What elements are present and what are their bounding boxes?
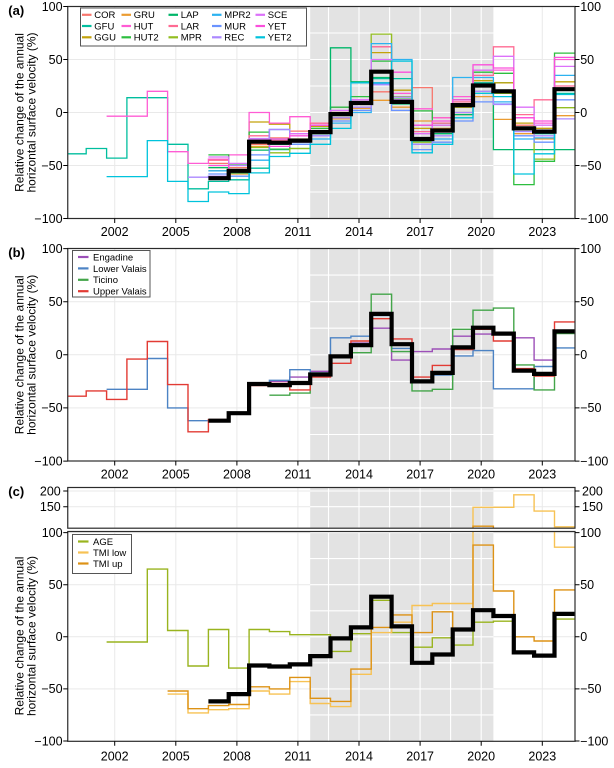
svg-text:−100: −100 — [580, 212, 608, 226]
svg-text:2020: 2020 — [467, 468, 495, 482]
svg-text:Relative change of the annual: Relative change of the annual — [13, 33, 27, 192]
svg-text:COR: COR — [94, 10, 115, 21]
svg-text:−100: −100 — [580, 454, 608, 468]
svg-text:2023: 2023 — [528, 750, 556, 764]
svg-text:MUR: MUR — [224, 21, 246, 32]
svg-text:−50: −50 — [580, 682, 601, 696]
svg-text:YET: YET — [268, 21, 287, 32]
svg-text:LAP: LAP — [181, 10, 199, 21]
svg-text:2005: 2005 — [162, 468, 190, 482]
svg-text:−50: −50 — [41, 401, 62, 415]
svg-text:2008: 2008 — [223, 468, 251, 482]
svg-text:GGU: GGU — [94, 33, 116, 44]
svg-text:(c): (c) — [8, 484, 24, 499]
svg-text:100: 100 — [42, 242, 63, 256]
svg-text:2020: 2020 — [467, 225, 495, 239]
svg-text:−100: −100 — [34, 454, 62, 468]
svg-text:MPR: MPR — [181, 33, 202, 44]
svg-text:50: 50 — [49, 578, 63, 592]
svg-text:−100: −100 — [34, 734, 62, 748]
svg-text:2002: 2002 — [101, 750, 129, 764]
svg-text:Ticino: Ticino — [93, 275, 118, 286]
svg-text:2005: 2005 — [162, 225, 190, 239]
svg-text:150: 150 — [40, 500, 61, 514]
svg-text:2008: 2008 — [223, 750, 251, 764]
svg-text:TMI up: TMI up — [93, 559, 123, 570]
svg-text:Relative change of the annual: Relative change of the annual — [13, 275, 27, 434]
svg-text:2023: 2023 — [528, 468, 556, 482]
svg-text:200: 200 — [582, 484, 603, 498]
svg-text:(a): (a) — [8, 3, 24, 18]
svg-text:50: 50 — [580, 295, 594, 309]
svg-text:2020: 2020 — [467, 750, 495, 764]
svg-text:−100: −100 — [580, 734, 608, 748]
svg-text:2014: 2014 — [345, 750, 373, 764]
svg-text:−50: −50 — [41, 682, 62, 696]
svg-text:2008: 2008 — [223, 225, 251, 239]
svg-text:2017: 2017 — [406, 225, 434, 239]
svg-text:Engadine: Engadine — [93, 252, 133, 263]
svg-text:horizontal surface velocity (%: horizontal surface velocity (%) — [25, 275, 39, 435]
svg-text:2011: 2011 — [284, 750, 311, 764]
svg-text:YET2: YET2 — [268, 33, 292, 44]
svg-text:2014: 2014 — [345, 225, 373, 239]
svg-text:100: 100 — [580, 0, 601, 14]
svg-text:HUT2: HUT2 — [134, 33, 159, 44]
svg-text:100: 100 — [580, 242, 601, 256]
svg-text:2017: 2017 — [406, 750, 434, 764]
svg-text:−50: −50 — [41, 159, 62, 173]
svg-text:0: 0 — [580, 630, 587, 644]
svg-text:HUT: HUT — [134, 21, 154, 32]
svg-text:−50: −50 — [580, 401, 601, 415]
svg-text:GRU: GRU — [134, 10, 155, 21]
svg-text:SCE: SCE — [268, 10, 288, 21]
svg-text:200: 200 — [40, 484, 61, 498]
svg-text:MPR2: MPR2 — [224, 10, 250, 21]
svg-text:Relative change of the annual: Relative change of the annual — [13, 557, 27, 716]
svg-text:0: 0 — [580, 348, 587, 362]
svg-text:2011: 2011 — [284, 468, 311, 482]
svg-text:150: 150 — [582, 500, 603, 514]
svg-text:2002: 2002 — [101, 225, 129, 239]
svg-text:(b): (b) — [8, 245, 25, 260]
svg-text:100: 100 — [42, 0, 63, 14]
svg-text:2014: 2014 — [345, 468, 373, 482]
svg-text:GFU: GFU — [94, 21, 114, 32]
svg-text:2023: 2023 — [528, 225, 556, 239]
svg-text:−100: −100 — [34, 212, 62, 226]
svg-text:100: 100 — [42, 526, 63, 540]
svg-text:−50: −50 — [580, 159, 601, 173]
svg-text:50: 50 — [49, 53, 63, 67]
svg-text:0: 0 — [580, 106, 587, 120]
svg-text:0: 0 — [56, 106, 63, 120]
svg-text:Lower Valais: Lower Valais — [93, 264, 147, 275]
svg-text:0: 0 — [56, 348, 63, 362]
svg-text:Upper Valais: Upper Valais — [93, 287, 147, 298]
svg-text:0: 0 — [56, 630, 63, 644]
svg-text:50: 50 — [580, 53, 594, 67]
svg-text:2017: 2017 — [406, 468, 434, 482]
svg-text:horizontal surface velocity (%: horizontal surface velocity (%) — [25, 32, 39, 192]
svg-text:2011: 2011 — [284, 225, 311, 239]
svg-text:horizontal surface velocity (%: horizontal surface velocity (%) — [25, 556, 39, 716]
svg-text:TMI low: TMI low — [93, 548, 126, 559]
svg-text:100: 100 — [580, 526, 601, 540]
svg-text:50: 50 — [49, 295, 63, 309]
svg-text:AGE: AGE — [93, 537, 113, 548]
svg-text:2005: 2005 — [162, 750, 190, 764]
svg-text:LAR: LAR — [181, 21, 200, 32]
svg-text:50: 50 — [580, 578, 594, 592]
svg-text:2002: 2002 — [101, 468, 129, 482]
svg-text:REC: REC — [224, 33, 244, 44]
